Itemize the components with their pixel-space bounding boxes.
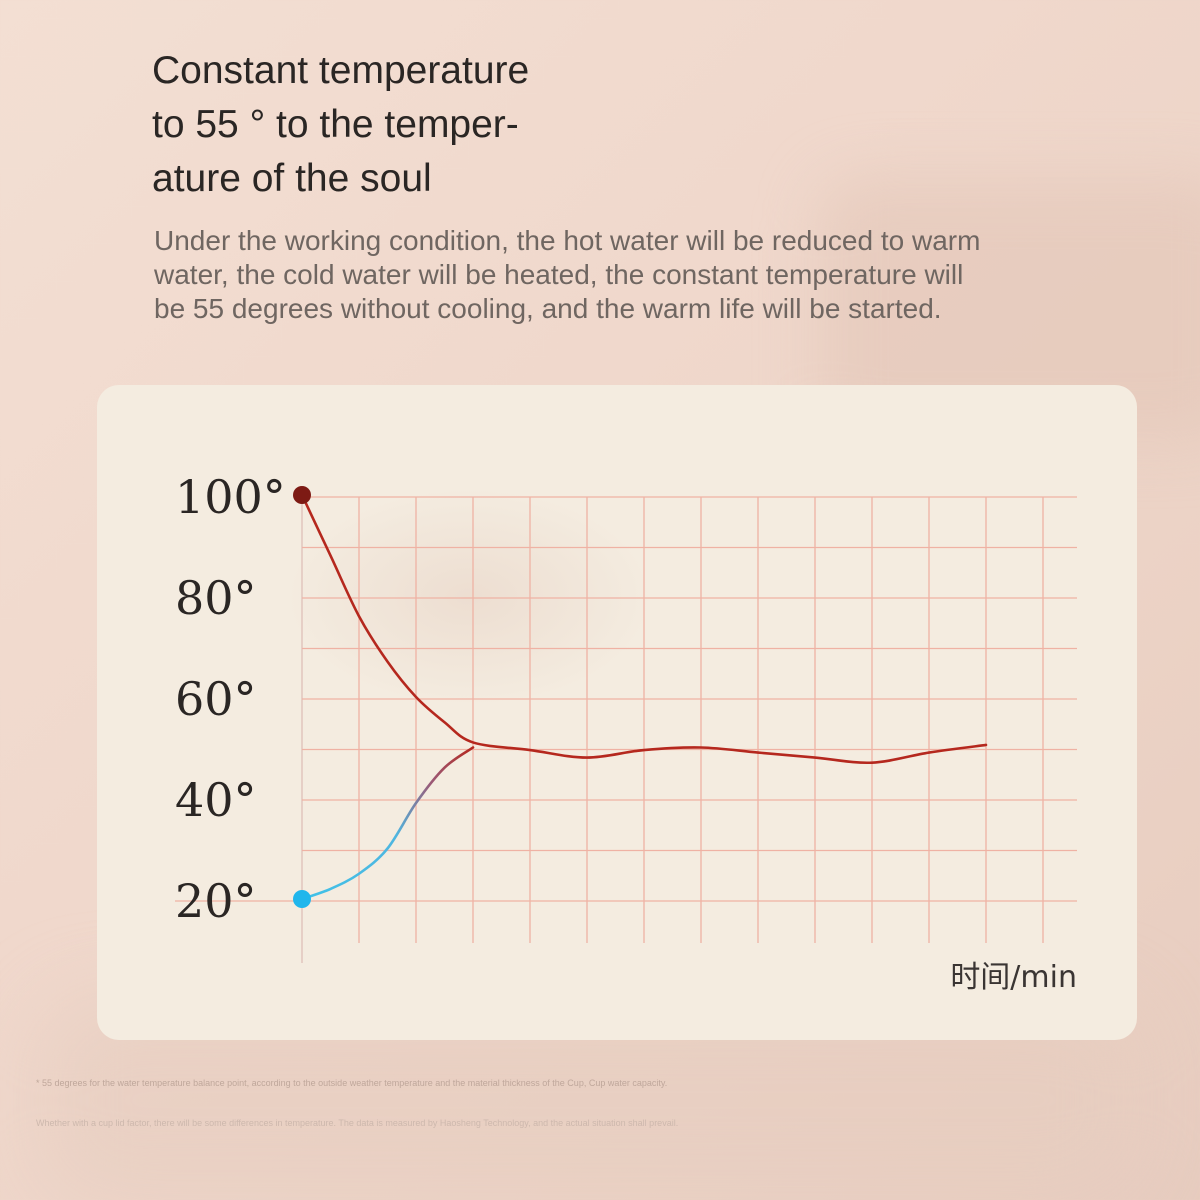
x-axis-label: 时间/min [950,960,1077,995]
temperature-chart: 100° 80° 60° 40° 20° 时间/min [175,470,1077,995]
footnote: Whether with a cup lid factor, there wil… [36,1118,679,1128]
chart-card: 100° 80° 60° 40° 20° 时间/min [97,385,1137,1040]
cold-water-start-point [293,890,311,908]
grid [175,496,1077,963]
description-line: Under the working condition, the hot wat… [154,225,981,256]
y-tick-label: 40° [175,773,257,827]
footnote: * 55 degrees for the water temperature b… [36,1078,668,1088]
y-tick-label: 80° [175,571,257,625]
description: Under the working condition, the hot wat… [154,224,1114,326]
hot-water-line [300,493,988,765]
y-axis-ticks: 100° 80° 60° 40° 20° [175,470,286,928]
headline: Constant temperature to 55 ° to the temp… [152,44,752,206]
y-tick-label: 20° [175,874,257,928]
headline-line: ature of the soul [152,157,432,200]
series [293,486,988,908]
glow-shape [284,487,654,707]
description-line: be 55 degrees without cooling, and the w… [154,293,942,324]
headline-line: to 55 ° to the temper- [152,103,519,146]
description-line: water, the cold water will be heated, th… [154,259,964,290]
headline-line: Constant temperature [152,49,530,92]
cold-water-line [300,746,475,901]
hot-water-start-point [293,486,311,504]
y-tick-label: 100° [175,470,286,524]
y-tick-label: 60° [175,672,257,726]
